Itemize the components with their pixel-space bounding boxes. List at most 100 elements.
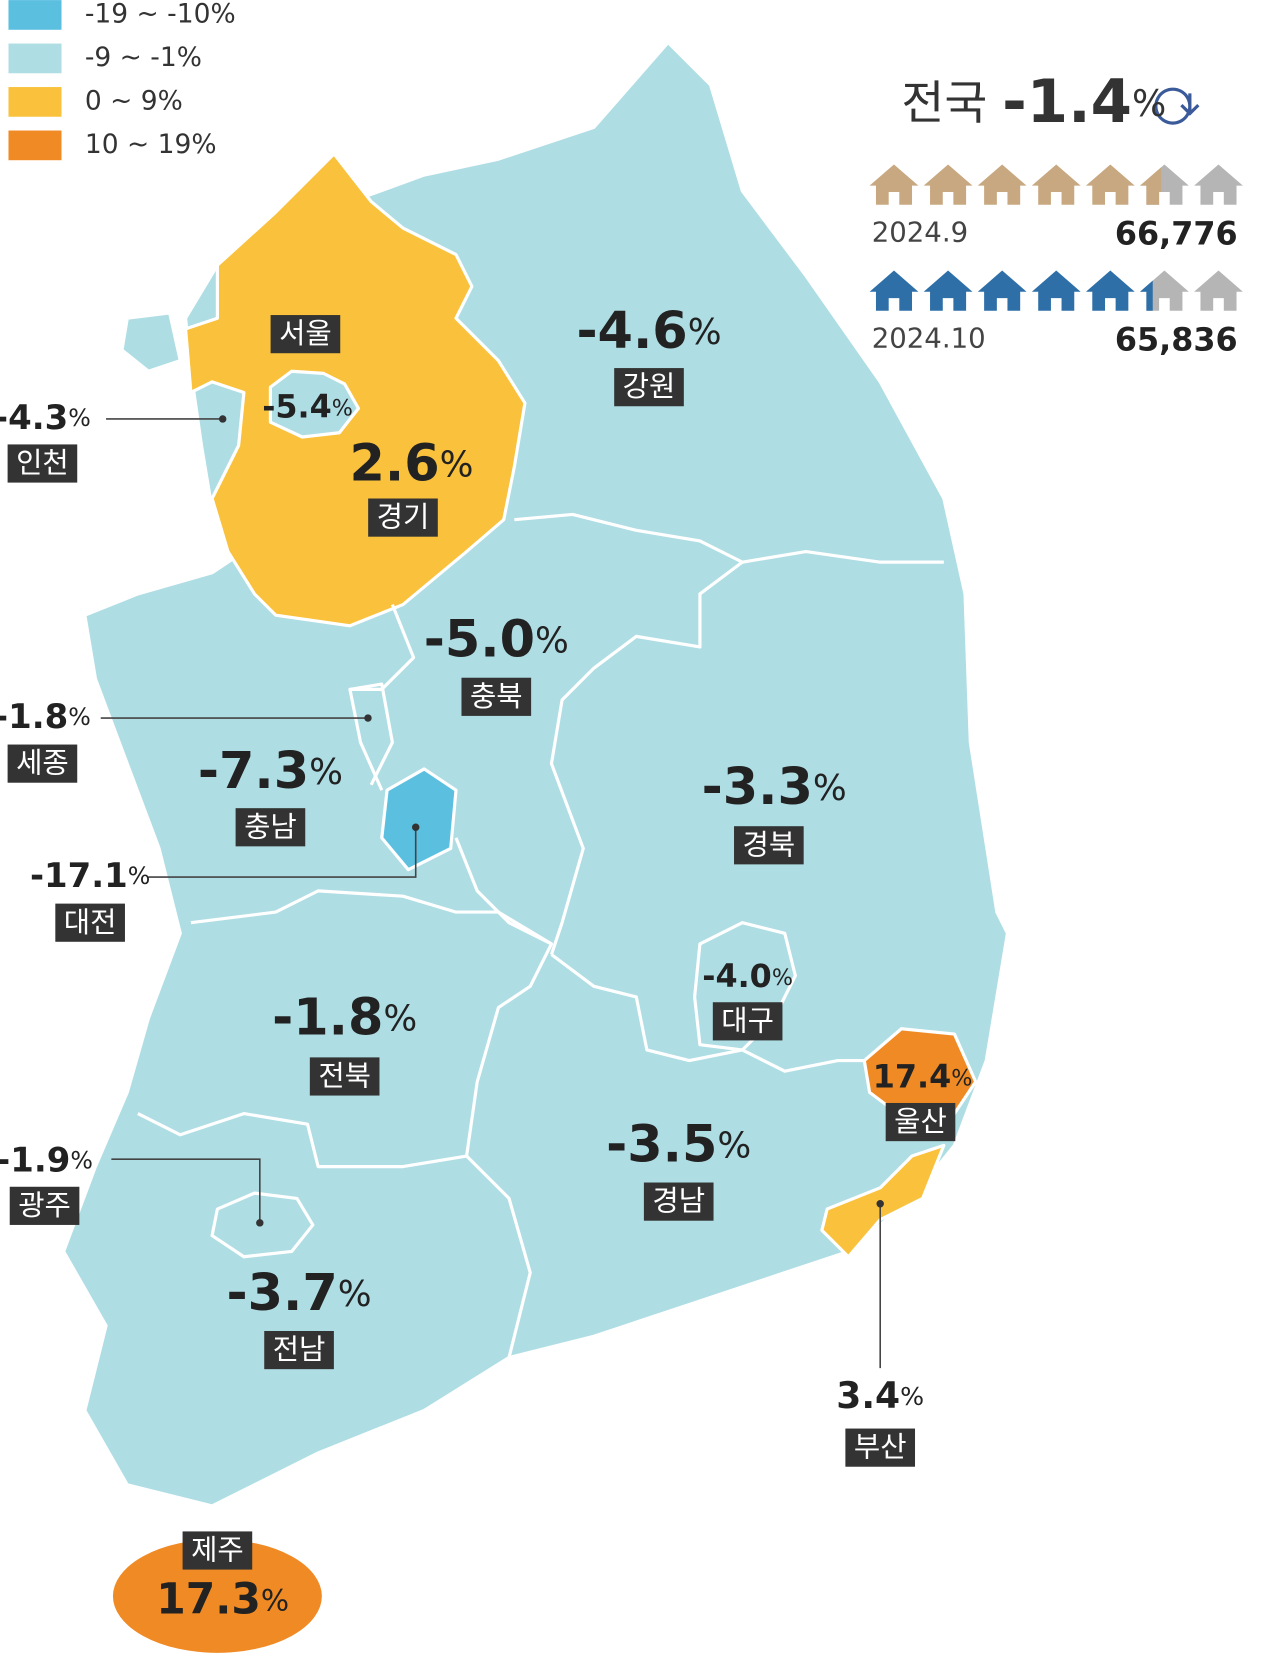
- legend-swatch: [8, 87, 62, 117]
- region-value: -4.6%: [576, 302, 721, 361]
- house-icon: [977, 270, 1027, 311]
- count-label: 66,776: [1115, 215, 1238, 253]
- leader-dot: [411, 823, 420, 831]
- region-value-unit: %: [338, 1274, 372, 1315]
- region-name: 제주: [191, 1533, 244, 1567]
- region-name-box: [885, 1102, 956, 1142]
- national-value: -1.4: [1002, 68, 1132, 137]
- region-value: -1.8%: [272, 988, 417, 1047]
- region-name-box: [309, 1057, 380, 1096]
- period-label: 2024.10: [872, 321, 986, 354]
- region-name-box: [7, 444, 78, 483]
- border-gwangju: [210, 1191, 315, 1259]
- region-name: 인천: [16, 446, 69, 480]
- region-value-number: -4.0: [702, 957, 772, 995]
- region-value-unit: %: [68, 703, 91, 731]
- house-icon: [1194, 164, 1243, 205]
- region-name: 경북: [743, 827, 796, 861]
- border-chungnam: [348, 603, 553, 946]
- region-value-unit: %: [440, 445, 474, 486]
- legend-label: 10 ~ 19%: [85, 129, 217, 160]
- region-value-number: -7.3: [198, 742, 309, 801]
- region-value-unit: %: [688, 312, 722, 353]
- region-value: -5.0%: [424, 611, 569, 670]
- region-value: -4.0%: [702, 957, 793, 995]
- region-name-box: [9, 1186, 80, 1225]
- region-value-number: -17.1: [30, 857, 128, 896]
- house-icon-part: [1140, 167, 1162, 205]
- region-name: 경남: [652, 1184, 705, 1218]
- region-name: 경기: [377, 500, 430, 534]
- region-name-box: [734, 826, 804, 865]
- leader-line: [111, 1158, 261, 1223]
- region-name-box: [264, 1330, 334, 1370]
- region-name-box: [614, 368, 684, 407]
- region-value: 17.3%: [156, 1575, 289, 1624]
- region-value-unit: %: [309, 752, 343, 793]
- region-name: 강원: [623, 369, 676, 403]
- seoul-shape: [268, 369, 361, 439]
- national-name: 전국: [901, 77, 987, 131]
- region-value: -1.8%: [0, 698, 91, 737]
- region-value-number: -1.8: [0, 698, 68, 737]
- region-name-box: [270, 315, 341, 354]
- region-name: 광주: [18, 1188, 71, 1222]
- region-value-unit: %: [261, 1583, 289, 1618]
- daejeon-shape: [380, 767, 458, 872]
- region-value-number: -1.8: [272, 988, 383, 1047]
- region-name-box: [182, 1531, 253, 1570]
- region-value: -3.3%: [702, 758, 847, 817]
- border-gangwon: [514, 512, 944, 564]
- region-value-number: 17.4: [873, 1058, 951, 1096]
- legend-swatch: [8, 130, 62, 161]
- leader-dot: [364, 714, 372, 722]
- border-jeonbuk: [137, 889, 554, 1169]
- region-name: 대구: [721, 1003, 774, 1037]
- region-value: -4.3%: [0, 398, 91, 437]
- region-name: 부산: [854, 1430, 907, 1464]
- house-icon: [923, 270, 973, 311]
- region-value-unit: %: [68, 403, 91, 431]
- region-name-box: [368, 498, 438, 537]
- region-name-box: [845, 1428, 916, 1467]
- down-icon: [1154, 87, 1200, 125]
- border-sejong: [349, 682, 394, 786]
- count-label: 65,836: [1115, 321, 1238, 359]
- house-icon: [977, 164, 1027, 205]
- house-icon-part: [1140, 280, 1153, 311]
- region-value: -3.7%: [226, 1264, 371, 1323]
- region-value: -7.3%: [198, 742, 343, 801]
- region-name-box: [235, 808, 306, 847]
- region-name-box: [461, 677, 532, 716]
- region-value-unit: %: [535, 621, 569, 662]
- region-name-box: [643, 1182, 714, 1221]
- region-value-unit: %: [772, 964, 793, 990]
- region-name: 전남: [273, 1332, 326, 1366]
- region-value-number: -3.5: [606, 1116, 717, 1175]
- region-value-unit: %: [332, 395, 353, 421]
- legend-label: 0 ~ 9%: [85, 85, 183, 116]
- region-value-number: 3.4: [836, 1375, 900, 1417]
- busan-shape: [820, 1143, 946, 1259]
- house-icon: [869, 164, 919, 205]
- border-chungbuk: [549, 560, 744, 956]
- house-icon: [1031, 164, 1081, 205]
- region-value-unit: %: [813, 768, 847, 809]
- house-icon: [1085, 270, 1135, 311]
- region-value-unit: %: [128, 862, 151, 890]
- region-value-unit: %: [717, 1126, 751, 1167]
- region-name: 충북: [470, 679, 523, 713]
- region-name-box: [55, 903, 125, 942]
- ulsan-shape: [862, 1027, 978, 1126]
- region-value-number: 2.6: [349, 435, 439, 494]
- region-value-number: -4.3: [0, 398, 68, 437]
- legend-label: -19 ~ -10%: [85, 0, 236, 29]
- national-summary: 전국 -1.4%: [901, 68, 1166, 137]
- region-value: 3.4%: [836, 1375, 924, 1417]
- region-value-unit: %: [70, 1146, 93, 1174]
- region-value: -5.4%: [262, 387, 353, 425]
- house-icon: [1085, 164, 1135, 205]
- region-value-number: -5.0: [424, 611, 535, 670]
- leader-dot: [218, 415, 227, 423]
